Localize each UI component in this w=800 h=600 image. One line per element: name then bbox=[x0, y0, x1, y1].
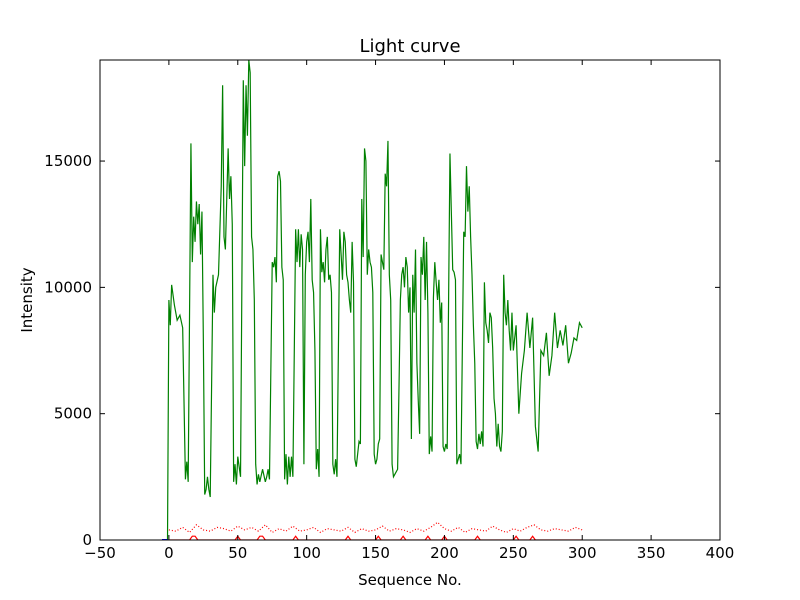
y-tick-label: 15000 bbox=[44, 152, 92, 170]
y-axis-title: Intensity bbox=[18, 267, 36, 332]
x-tick-label: 150 bbox=[361, 544, 390, 562]
x-tick-label: 250 bbox=[499, 544, 528, 562]
x-tick-label: 50 bbox=[228, 544, 247, 562]
x-tick-label: 350 bbox=[637, 544, 666, 562]
series-line-3 bbox=[168, 535, 583, 540]
x-tick-label: 100 bbox=[292, 544, 321, 562]
axes-layer: −50 0 50 100 150 200 250 300 350 4000500010000150… bbox=[44, 60, 734, 562]
y-tick-label: 10000 bbox=[44, 278, 92, 296]
y-tick-label: 5000 bbox=[54, 405, 92, 423]
series-line-1 bbox=[166, 60, 583, 540]
x-axis-title: Sequence No. bbox=[358, 571, 462, 589]
x-tick-label: 400 bbox=[706, 544, 735, 562]
plot-frame bbox=[99, 59, 721, 541]
x-tick-label: 0 bbox=[164, 544, 174, 562]
plot-layer bbox=[162, 60, 583, 540]
y-tick-label: 0 bbox=[82, 531, 92, 549]
x-tick-label: −50 bbox=[84, 544, 116, 562]
series-line-2 bbox=[168, 521, 583, 534]
x-tick-label: 300 bbox=[568, 544, 597, 562]
x-tick-label: 200 bbox=[430, 544, 459, 562]
chart-title: Light curve bbox=[359, 36, 460, 57]
